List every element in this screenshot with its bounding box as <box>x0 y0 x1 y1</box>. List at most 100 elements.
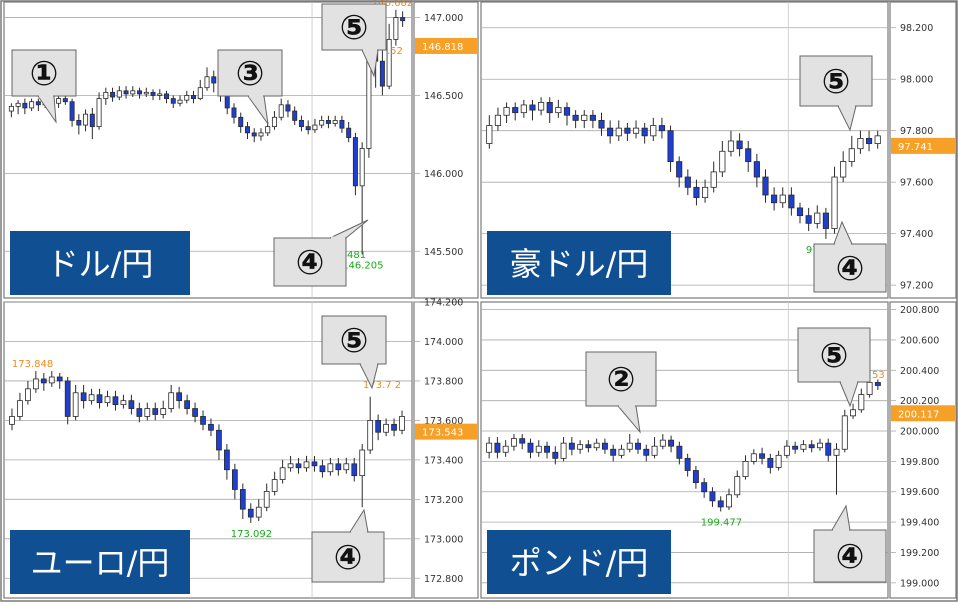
current-price-text: 97.741 <box>898 142 933 153</box>
candle-body <box>104 396 111 404</box>
y-tick-label: 174.000 <box>424 337 463 348</box>
candle-body <box>255 506 262 518</box>
candle-body <box>825 442 832 456</box>
candle-body <box>103 91 109 99</box>
callout-number: ⑤ <box>340 321 369 361</box>
candle-body <box>130 90 136 95</box>
candle-body <box>651 445 658 456</box>
candle-body <box>386 38 392 87</box>
candle-body <box>25 388 31 402</box>
y-tick-label: 98.200 <box>900 23 933 34</box>
candle-body <box>779 194 786 204</box>
candle-body <box>800 444 807 450</box>
current-price-tag <box>415 37 477 54</box>
y-tick-label: 199.200 <box>900 548 939 559</box>
callout-joint <box>249 94 263 98</box>
extra-price-label: 173.7 2 <box>363 380 401 391</box>
low-price-label: 146.205 <box>342 260 383 271</box>
candle-body <box>503 107 510 116</box>
candle-body <box>805 215 812 224</box>
candle-body <box>831 176 838 229</box>
candle-body <box>626 442 633 450</box>
current-price-tag <box>891 405 955 422</box>
candle-body <box>123 90 129 95</box>
candle-body <box>676 161 683 178</box>
price-axis-strip <box>413 301 479 599</box>
high-price-label: 173.848 <box>12 359 53 370</box>
callout-box <box>273 237 347 287</box>
callout-joint <box>833 528 849 532</box>
candle-body <box>736 140 743 150</box>
candle-body <box>56 98 62 104</box>
candle-body <box>560 442 567 459</box>
y-tick-label: 97.200 <box>900 281 933 292</box>
y-tick-label: 147.000 <box>424 13 463 24</box>
candle-body <box>494 442 501 453</box>
candle-body <box>265 126 271 134</box>
candle-body <box>72 392 79 417</box>
candle-body <box>641 127 648 137</box>
callout-number: ④ <box>836 249 865 289</box>
candle-body <box>792 445 799 450</box>
candle-body <box>527 442 534 453</box>
candle-body <box>727 140 735 152</box>
candle-body <box>312 124 318 131</box>
candle-body <box>311 461 318 467</box>
candle-body <box>303 461 310 469</box>
candle-body <box>176 392 183 402</box>
callout-number: ② <box>607 360 636 400</box>
callout-box <box>813 243 887 293</box>
y-tick-label: 199.600 <box>900 487 939 498</box>
candle-body <box>224 449 230 471</box>
y-tick-label: 145.500 <box>424 247 463 258</box>
candle-body <box>251 132 257 137</box>
extra-price-label: 481 <box>347 250 366 261</box>
candle-body <box>833 448 840 456</box>
chart-panel-4: 200.800 200.600 200.400 200.200 200.000 199.8… <box>480 301 957 599</box>
pair-label: ポンド/円 <box>510 544 649 582</box>
candle-body <box>400 17 406 22</box>
y-tick-label: 200.800 <box>900 305 939 316</box>
candle-body <box>263 491 270 508</box>
candle-body <box>150 91 156 96</box>
candle-body <box>383 423 389 433</box>
candle-body <box>367 419 374 451</box>
y-tick-label: 199.400 <box>900 518 939 529</box>
candle-body <box>137 90 143 95</box>
callout-joint <box>363 48 377 52</box>
y-tick-label: 174.200 <box>424 298 463 309</box>
callout-box <box>311 531 385 583</box>
candle-body <box>874 382 881 386</box>
candle-body <box>544 445 550 453</box>
candle-body <box>192 408 198 417</box>
candle-body <box>486 125 493 144</box>
candle-body <box>40 378 47 384</box>
callout-number: ⑤ <box>340 8 369 48</box>
current-price-tag <box>891 137 955 154</box>
candle-body <box>379 60 385 87</box>
candle-body <box>510 438 517 447</box>
callout-number: ④ <box>334 538 363 578</box>
pair-label-box <box>487 530 671 594</box>
candle-body <box>399 416 405 431</box>
candle-body <box>814 212 821 224</box>
callout-box <box>799 55 873 107</box>
candle-body <box>762 176 769 196</box>
pair-label: ユーロ/円 <box>31 544 170 582</box>
candle-body <box>857 138 864 150</box>
candle-body <box>69 101 75 121</box>
candle-body <box>144 408 151 417</box>
candle-body <box>17 400 23 417</box>
candle-body <box>796 207 804 217</box>
candle-body <box>607 127 614 137</box>
candle-body <box>850 409 857 417</box>
candle-body <box>204 76 210 89</box>
candle-body <box>343 463 350 471</box>
candle-body <box>231 107 237 118</box>
candle-body <box>285 104 291 112</box>
candle-body <box>759 453 766 459</box>
candle-body <box>152 408 159 415</box>
candle-body <box>258 132 264 137</box>
candle-body <box>817 442 823 449</box>
y-tick-label: 97.600 <box>900 178 933 189</box>
